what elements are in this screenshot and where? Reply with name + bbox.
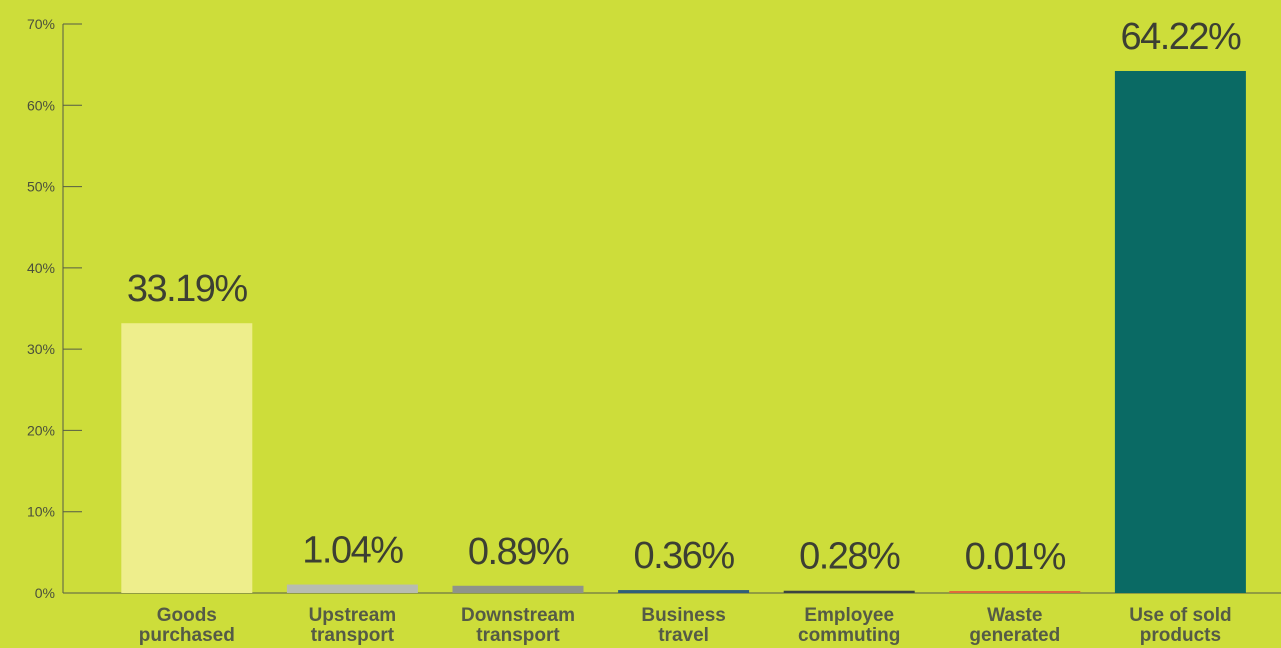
bar: [783, 590, 915, 593]
bar: [1114, 70, 1246, 593]
bar-value-label: 33.19%: [127, 268, 248, 310]
x-category-label: Business: [641, 605, 725, 626]
y-tick-label: 40%: [27, 260, 55, 276]
x-category-label: Use of sold: [1129, 605, 1231, 626]
y-tick-label: 30%: [27, 341, 55, 357]
bar: [452, 585, 584, 593]
x-category-label: purchased: [139, 625, 235, 646]
bar: [121, 323, 253, 593]
x-category-label: travel: [658, 625, 709, 646]
y-tick-label: 10%: [27, 504, 55, 520]
x-category-label: Upstream: [309, 605, 397, 626]
y-tick-label: 70%: [27, 16, 55, 32]
x-category-label: transport: [311, 625, 395, 646]
chart-labels: 33.19%Goodspurchased1.04%Upstreamtranspo…: [127, 16, 1243, 646]
y-tick-label: 50%: [27, 179, 55, 195]
x-category-label: Goods: [157, 605, 217, 626]
y-tick-label: 0%: [35, 585, 55, 601]
bar-value-label: 0.36%: [633, 535, 734, 577]
x-category-label: Downstream: [461, 605, 575, 626]
x-category-label: products: [1140, 625, 1221, 646]
x-category-label: commuting: [798, 625, 900, 646]
x-category-label: generated: [969, 625, 1060, 646]
chart-axes: 0% 10% 20% 30% 40% 50% 60% 70%: [27, 16, 1281, 601]
x-category-label: transport: [476, 625, 560, 646]
bar: [286, 584, 418, 593]
bar: [618, 590, 750, 593]
x-category-label: Employee: [804, 605, 894, 626]
bar-value-label: 64.22%: [1120, 16, 1241, 58]
bar-value-label: 0.01%: [965, 536, 1066, 578]
y-tick-label: 60%: [27, 97, 55, 113]
bar: [949, 591, 1081, 593]
bar-value-label: 1.04%: [302, 530, 403, 572]
y-tick-label: 20%: [27, 422, 55, 438]
chart-bars: [121, 70, 1246, 593]
x-category-label: Waste: [987, 605, 1042, 626]
bar-value-label: 0.28%: [799, 536, 900, 578]
bar-value-label: 0.89%: [468, 531, 569, 573]
